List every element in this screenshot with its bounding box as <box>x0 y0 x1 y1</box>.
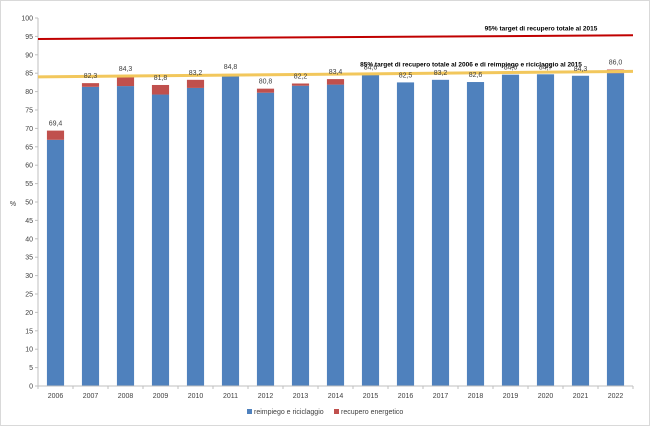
total-data-label: 69,4 <box>49 121 63 128</box>
total-data-label: 86,0 <box>609 60 623 67</box>
bar-reimpiego <box>431 79 450 386</box>
y-tick-label: 15 <box>25 328 33 335</box>
x-tick-label: 2006 <box>48 393 64 400</box>
y-tick-label: 60 <box>25 163 33 170</box>
bar-recupero <box>326 79 345 85</box>
x-tick-label: 2018 <box>468 393 484 400</box>
x-tick-label: 2016 <box>398 393 414 400</box>
y-tick-label: 75 <box>25 108 33 115</box>
total-data-label: 81,8 <box>154 75 168 82</box>
y-tick-label: 25 <box>25 292 33 299</box>
y-tick-label: 20 <box>25 310 33 317</box>
y-tick-label: 35 <box>25 255 33 262</box>
total-data-label: 83,2 <box>434 70 448 77</box>
bar-reimpiego <box>291 85 310 386</box>
bar-recupero <box>46 130 65 140</box>
y-tick-label: 5 <box>29 365 33 372</box>
bar-reimpiego <box>571 75 590 386</box>
y-tick-label: 95 <box>25 34 33 41</box>
bar-reimpiego <box>46 139 65 386</box>
x-tick-label: 2010 <box>188 393 204 400</box>
bar-reimpiego <box>396 82 415 387</box>
y-tick-label: 10 <box>25 347 33 354</box>
x-tick-label: 2020 <box>538 393 554 400</box>
total-data-label: 82,3 <box>84 73 98 80</box>
y-tick-label: 55 <box>25 181 33 188</box>
data-labels: 69,4 82,3 84,3 81,8 83,2 84,8 80,8 82,2 83,4 84,6… <box>49 60 623 128</box>
total-data-label: 84,3 <box>574 66 588 73</box>
legend-swatch-recupero <box>334 409 339 414</box>
bar-reimpiego <box>536 74 555 386</box>
total-data-label: 82,5 <box>399 72 413 79</box>
x-axis: 2006 2007 2008 2009 2010 2011 2012 2013 2014 2015… <box>37 385 634 400</box>
y-tick-label: 70 <box>25 126 33 133</box>
bar-recupero <box>186 79 205 88</box>
y-tick-label: 0 <box>29 384 33 391</box>
bar-reimpiego <box>326 84 345 386</box>
bar-recupero <box>116 75 135 87</box>
target-85-annotation: 85% target di recupero totale al 2006 e … <box>360 61 582 68</box>
bar-reimpiego <box>116 86 135 386</box>
bar-reimpiego <box>606 73 625 386</box>
total-data-label: 82,6 <box>469 72 483 79</box>
bar-recupero <box>291 83 310 86</box>
y-tick-label: 40 <box>25 236 33 243</box>
bar-recupero <box>256 88 275 93</box>
bars <box>46 69 625 387</box>
x-tick-label: 2022 <box>608 393 624 400</box>
total-data-label: 82,2 <box>294 74 308 81</box>
legend-label-recupero: recupero energetico <box>341 409 403 416</box>
bar-reimpiego <box>151 94 170 386</box>
total-data-label: 84,6 <box>504 65 518 72</box>
bar-reimpiego <box>501 74 520 386</box>
total-data-label: 84,3 <box>119 66 133 73</box>
reference-lines: 95% target di recupero totale al 2015 85%… <box>37 25 634 79</box>
x-tick-label: 2011 <box>223 393 238 400</box>
total-data-label: 84,6 <box>364 65 378 72</box>
x-tick-label: 2021 <box>573 393 589 400</box>
legend-label-reimpiego: reimpiego e riciclaggio <box>254 409 324 416</box>
x-tick-label: 2017 <box>433 393 449 400</box>
total-data-label: 84,7 <box>539 64 553 71</box>
y-axis: 0 5 10 15 20 25 30 35 40 45 50 55 60 65 70 75 80 85 90 95 10… <box>21 16 39 391</box>
x-tick-label: 2013 <box>293 393 309 400</box>
y-tick-label: 100 <box>21 16 33 23</box>
y-axis-label: % <box>10 201 16 208</box>
y-tick-label: 45 <box>25 218 33 225</box>
x-tick-label: 2015 <box>363 393 379 400</box>
bar-reimpiego <box>256 92 275 386</box>
x-tick-label: 2008 <box>118 393 134 400</box>
bar-reimpiego <box>361 74 380 386</box>
bar-reimpiego <box>81 86 100 386</box>
x-tick-label: 2012 <box>258 393 274 400</box>
y-tick-label: 80 <box>25 89 33 96</box>
y-tick-label: 65 <box>25 144 33 151</box>
target-85-line <box>37 69 634 79</box>
bar-reimpiego <box>221 75 240 387</box>
total-data-label: 80,8 <box>259 79 273 86</box>
y-tick-label: 50 <box>25 200 33 207</box>
total-data-label: 83,2 <box>189 70 203 77</box>
legend: reimpiego e riciclaggio recupero energeti… <box>247 409 403 416</box>
x-tick-label: 2014 <box>328 393 344 400</box>
y-tick-label: 30 <box>25 273 33 280</box>
x-tick-label: 2007 <box>83 393 99 400</box>
target-95-line <box>37 34 634 40</box>
total-data-label: 83,4 <box>329 69 343 76</box>
y-tick-label: 85 <box>25 71 33 78</box>
target-95-annotation: 95% target di recupero totale al 2015 <box>485 25 598 32</box>
bar-reimpiego <box>186 87 205 387</box>
x-tick-label: 2019 <box>503 393 519 400</box>
total-data-label: 84,8 <box>224 64 238 71</box>
x-tick-label: 2009 <box>153 393 169 400</box>
bar-recupero <box>81 83 100 87</box>
bar-recupero <box>151 84 170 95</box>
y-tick-label: 90 <box>25 52 33 59</box>
legend-swatch-reimpiego <box>247 409 252 414</box>
bar-reimpiego <box>466 82 485 387</box>
